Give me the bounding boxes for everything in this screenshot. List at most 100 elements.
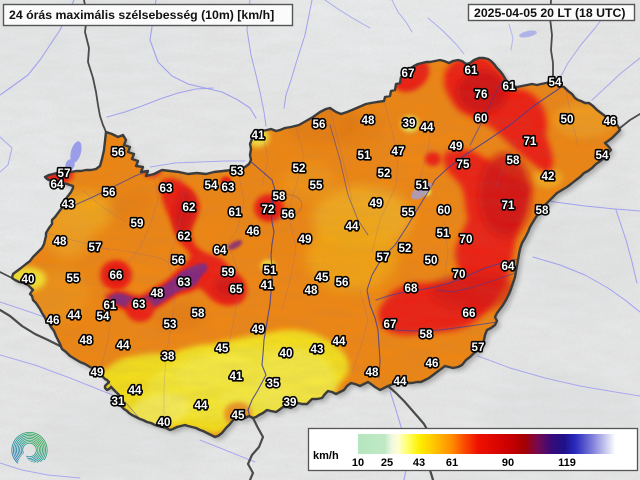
svg-text:52: 52 [378,167,391,180]
svg-text:57: 57 [58,167,71,180]
svg-text:46: 46 [426,357,439,370]
svg-text:56: 56 [172,254,185,267]
svg-text:63: 63 [133,298,146,311]
svg-text:44: 44 [394,375,407,388]
svg-text:57: 57 [472,341,485,354]
svg-text:65: 65 [230,283,243,296]
svg-text:54: 54 [97,310,110,323]
svg-text:60: 60 [438,204,451,217]
svg-text:58: 58 [192,307,205,320]
svg-text:63: 63 [160,182,173,195]
svg-text:56: 56 [112,146,125,159]
svg-text:39: 39 [403,117,416,130]
svg-text:35: 35 [267,377,280,390]
svg-text:58: 58 [420,328,433,341]
svg-text:61: 61 [229,206,242,219]
svg-text:48: 48 [362,114,375,127]
svg-text:45: 45 [232,409,245,422]
svg-text:64: 64 [51,178,64,191]
svg-text:48: 48 [54,235,67,248]
svg-text:71: 71 [502,199,515,212]
svg-text:25: 25 [381,457,393,469]
svg-text:56: 56 [103,186,116,199]
svg-text:44: 44 [117,339,130,352]
svg-text:54: 54 [205,179,218,192]
svg-text:40: 40 [280,347,293,360]
svg-text:46: 46 [604,115,617,128]
svg-text:48: 48 [80,334,93,347]
svg-text:2025-04-05 20 LT (18 UTC): 2025-04-05 20 LT (18 UTC) [474,6,626,20]
svg-text:43: 43 [413,457,425,469]
svg-text:43: 43 [311,343,324,356]
svg-text:46: 46 [47,314,60,327]
svg-text:54: 54 [549,76,562,89]
svg-text:61: 61 [503,80,516,93]
svg-text:48: 48 [305,284,318,297]
svg-text:76: 76 [475,88,488,101]
svg-text:56: 56 [282,208,295,221]
svg-text:46: 46 [247,225,260,238]
svg-text:49: 49 [299,233,312,246]
svg-text:72: 72 [262,203,275,216]
svg-text:40: 40 [158,416,171,429]
svg-text:58: 58 [273,190,286,203]
svg-text:59: 59 [131,217,144,230]
svg-text:53: 53 [231,165,244,178]
svg-text:49: 49 [370,197,383,210]
svg-text:55: 55 [402,206,415,219]
svg-text:44: 44 [346,220,359,233]
svg-text:48: 48 [366,366,379,379]
svg-text:52: 52 [293,162,306,175]
svg-text:39: 39 [284,396,297,409]
svg-text:41: 41 [252,129,265,142]
svg-text:68: 68 [405,282,418,295]
svg-text:57: 57 [377,251,390,264]
svg-text:55: 55 [67,272,80,285]
svg-text:64: 64 [214,244,227,257]
svg-text:48: 48 [151,287,164,300]
svg-text:49: 49 [450,140,463,153]
svg-text:50: 50 [561,113,574,126]
svg-text:70: 70 [460,233,473,246]
svg-text:56: 56 [336,276,349,289]
svg-text:70: 70 [453,268,466,281]
svg-text:31: 31 [112,395,125,408]
svg-text:24 órás maximális szélsebesség: 24 órás maximális szélsebesség (10m) [km… [9,8,274,22]
svg-text:44: 44 [333,335,346,348]
svg-text:10: 10 [352,457,364,469]
svg-text:50: 50 [425,254,438,267]
svg-text:56: 56 [313,118,326,131]
svg-text:119: 119 [558,457,576,469]
svg-text:38: 38 [162,350,175,363]
svg-text:61: 61 [465,64,478,77]
svg-text:43: 43 [62,198,75,211]
svg-text:54: 54 [596,149,609,162]
svg-text:90: 90 [502,457,514,469]
svg-text:67: 67 [402,67,415,80]
svg-text:53: 53 [164,318,177,331]
svg-text:44: 44 [195,399,208,412]
svg-text:40: 40 [22,273,35,286]
svg-text:57: 57 [89,241,102,254]
svg-text:62: 62 [183,201,196,214]
svg-text:45: 45 [316,271,329,284]
svg-text:km/h: km/h [313,450,339,462]
svg-text:61: 61 [446,457,458,469]
svg-text:44: 44 [129,384,142,397]
svg-text:47: 47 [392,145,405,158]
svg-text:60: 60 [475,112,488,125]
svg-text:49: 49 [252,323,265,336]
svg-text:67: 67 [384,318,397,331]
svg-text:44: 44 [421,121,434,134]
svg-text:66: 66 [463,307,476,320]
svg-text:55: 55 [310,179,323,192]
svg-text:51: 51 [437,227,450,240]
svg-text:44: 44 [68,309,81,322]
svg-text:58: 58 [507,154,520,167]
svg-text:75: 75 [457,158,470,171]
svg-text:49: 49 [91,366,104,379]
svg-text:42: 42 [542,170,555,183]
svg-text:52: 52 [399,242,412,255]
svg-text:45: 45 [216,342,229,355]
svg-text:64: 64 [502,260,515,273]
